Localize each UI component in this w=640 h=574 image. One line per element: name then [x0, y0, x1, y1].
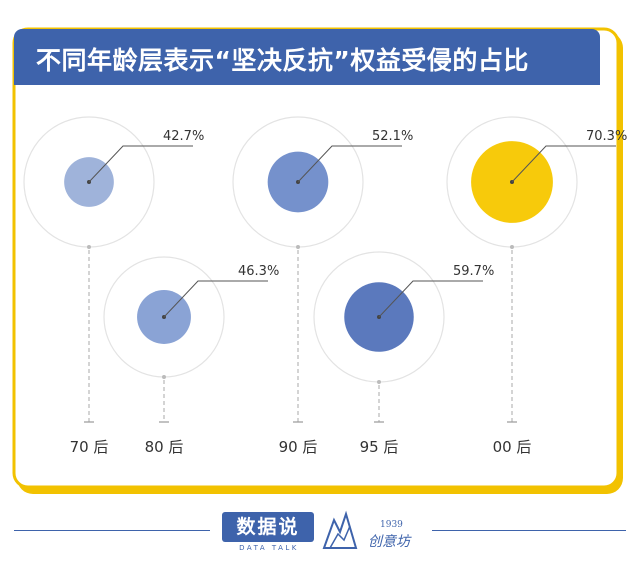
leader-line: [511, 145, 616, 183]
partner-name: 创意坊: [368, 534, 410, 550]
title-bar: 不同年龄层表示“坚决反抗”权益受侵的占比: [14, 29, 600, 85]
drop-dot: [296, 245, 300, 249]
leader-line: [297, 145, 402, 183]
footer-rule-right: [432, 530, 626, 531]
card-frame: [12, 27, 620, 489]
category-label: 80 后: [145, 438, 184, 456]
partner-year: 1939: [380, 520, 403, 530]
category-label: 00 后: [493, 438, 532, 456]
brand-logo: 数据说: [222, 512, 314, 542]
leader-line: [163, 280, 268, 318]
value-label: 59.7%: [453, 264, 494, 279]
chart-title: 不同年龄层表示“坚决反抗”权益受侵的占比: [36, 46, 529, 75]
value-label: 46.3%: [238, 264, 279, 279]
value-label: 52.1%: [372, 129, 413, 144]
drop-dot: [162, 375, 166, 379]
value-label: 70.3%: [586, 129, 627, 144]
drop-dot: [510, 245, 514, 249]
category-label: 95 后: [360, 438, 399, 456]
brand-subtitle: DATA TALK: [239, 544, 299, 552]
drop-dot: [87, 245, 91, 249]
footer-rule-left: [14, 530, 210, 531]
value-label: 42.7%: [163, 129, 204, 144]
leader-line: [88, 145, 193, 183]
category-label: 70 后: [70, 438, 109, 456]
partner-logo-icon: [322, 510, 358, 549]
category-label: 90 后: [279, 438, 318, 456]
drop-dot: [377, 380, 381, 384]
footer: 数据说 DATA TALK 1939 创意坊: [0, 500, 640, 574]
leader-line: [378, 280, 483, 318]
